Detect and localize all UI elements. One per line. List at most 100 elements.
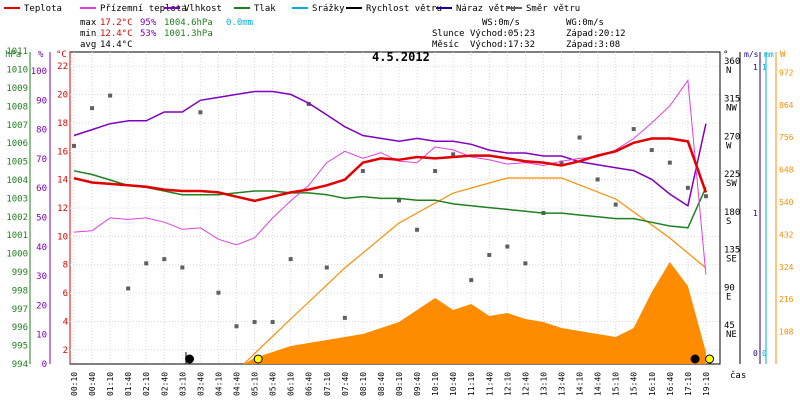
pressure-tick-label: 997	[12, 305, 28, 315]
pressure-tick-label: 1006	[6, 139, 28, 149]
humidity-tick-label: 20	[36, 301, 47, 311]
stat-avg-label: avg	[80, 40, 96, 50]
solar-tick-label: 864	[779, 101, 794, 110]
wind-direction-point	[342, 315, 347, 320]
wind-direction-point	[162, 257, 167, 262]
x-tick-label: 16:10	[648, 372, 657, 396]
direction-cardinal-label: SW	[726, 179, 737, 189]
x-tick-label: 10:10	[431, 372, 440, 396]
pressure-tick-label: 995	[12, 342, 28, 352]
humidity-tick-label: 30	[36, 272, 47, 282]
humidity-line	[73, 90, 707, 208]
wind-direction-point	[234, 324, 239, 329]
unit-hpa: hPa	[5, 50, 21, 60]
pressure-tick-label: 1004	[6, 176, 28, 186]
x-tick-label: 02:40	[160, 372, 169, 396]
stat-max-label: max	[80, 18, 97, 28]
x-tick-label: 02:10	[142, 372, 151, 396]
mm-tick-label: 1	[762, 63, 767, 72]
pressure-tick-label: 998	[12, 286, 28, 296]
temp-tick-label: 2	[63, 346, 68, 356]
x-tick-label: 16:40	[666, 372, 675, 396]
humidity-tick-label: 50	[36, 214, 47, 224]
wind-direction-point	[469, 278, 474, 283]
x-tick-label: 08:40	[377, 372, 386, 396]
tick-layer: 2468101214161820220102030405060708090100…	[6, 47, 793, 396]
direction-tick-label: 225	[724, 170, 740, 180]
legend-label-ground-temp: Přízemní teplota	[100, 4, 187, 14]
ms-tick-label: 1	[753, 209, 758, 218]
direction-cardinal-label: S	[726, 217, 731, 227]
x-tick-label: 14:10	[576, 372, 585, 396]
x-tick-label: 01:10	[106, 372, 115, 396]
direction-tick-label: 90	[724, 283, 735, 293]
solar-tick-label: 648	[779, 166, 794, 175]
pressure-tick-label: 1010	[6, 66, 28, 76]
moon-set: Západ:3:08	[566, 40, 620, 50]
unit-w: W	[780, 50, 786, 60]
wind-direction-point	[252, 320, 257, 325]
x-tick-label: 12:40	[521, 372, 530, 396]
ms-tick-label: 1	[753, 63, 758, 72]
wind-direction-point	[631, 127, 636, 132]
stat-min-label: min	[80, 29, 96, 39]
pressure-line	[73, 170, 707, 229]
x-tick-label: 04:10	[214, 372, 223, 396]
wind-direction-point	[397, 198, 401, 203]
moon-rise: Východ:17:32	[470, 40, 535, 50]
wind-direction-point	[90, 106, 95, 111]
wind-direction-point	[433, 169, 438, 174]
stat-max-temp: 17.2°C	[100, 18, 133, 28]
pressure-tick-label: 999	[12, 268, 28, 278]
wind-direction-point	[108, 93, 113, 98]
wind-direction-point	[487, 252, 492, 257]
pressure-tick-label: 994	[12, 360, 28, 370]
stat-max-rain: 0.0mm	[226, 18, 253, 28]
pressure-tick-label: 1009	[6, 84, 28, 94]
wind-direction-point	[577, 135, 582, 140]
x-tick-label: 09:10	[395, 372, 404, 396]
x-tick-label: 00:10	[70, 372, 79, 396]
legend-label-temp: Teplota	[24, 4, 62, 14]
wind-direction-point	[415, 227, 420, 232]
direction-cardinal-label: E	[726, 292, 731, 302]
pressure-tick-label: 1011	[6, 47, 28, 57]
wind-direction-point	[559, 160, 564, 165]
temp-tick-label: 22	[57, 62, 68, 72]
sunrise-marker	[253, 354, 263, 364]
moonrise-marker	[690, 354, 700, 364]
x-tick-label: 05:40	[269, 372, 278, 396]
stat-max-press: 1004.6hPa	[164, 18, 213, 28]
temp-tick-label: 10	[57, 232, 68, 242]
direction-tick-label: 180	[724, 208, 740, 218]
solar-tick-label: 540	[779, 198, 794, 207]
x-tick-label: 13:40	[558, 372, 567, 396]
moon-label: Měsíc	[432, 40, 459, 50]
humidity-tick-label: 80	[36, 126, 47, 136]
x-tick-label: 11:10	[467, 372, 476, 396]
x-tick-label: 03:10	[178, 372, 187, 396]
pressure-tick-label: 1007	[6, 121, 28, 131]
wind-direction-point	[72, 143, 76, 148]
x-tick-label: 01:40	[124, 372, 133, 396]
direction-cardinal-label: SE	[726, 255, 737, 265]
stat-avg-temp: 14.4°C	[100, 40, 133, 50]
legend-label-rain: Srážky	[312, 4, 345, 14]
wind-wg: WG:0m/s	[566, 18, 604, 28]
x-tick-label: 17:10	[684, 372, 693, 396]
humidity-tick-label: 60	[36, 184, 47, 194]
direction-cardinal-label: NW	[726, 104, 737, 114]
legend-label-humidity: Vlhkost	[184, 4, 222, 14]
pressure-tick-label: 1003	[6, 194, 28, 204]
humidity-tick-label: 10	[36, 331, 47, 341]
stat-min-temp: 12.4°C	[100, 29, 133, 39]
wind-direction-point	[505, 244, 510, 249]
stat-max-hum: 95%	[140, 18, 157, 28]
humidity-tick-label: 40	[36, 243, 47, 253]
x-tick-label: 12:10	[503, 372, 512, 396]
x-tick-label: 00:40	[88, 372, 97, 396]
x-tick-label: 07:40	[341, 372, 350, 396]
solar-tick-label: 108	[779, 328, 794, 337]
grid-layer	[70, 52, 720, 364]
x-tick-label: 15:40	[630, 372, 639, 396]
